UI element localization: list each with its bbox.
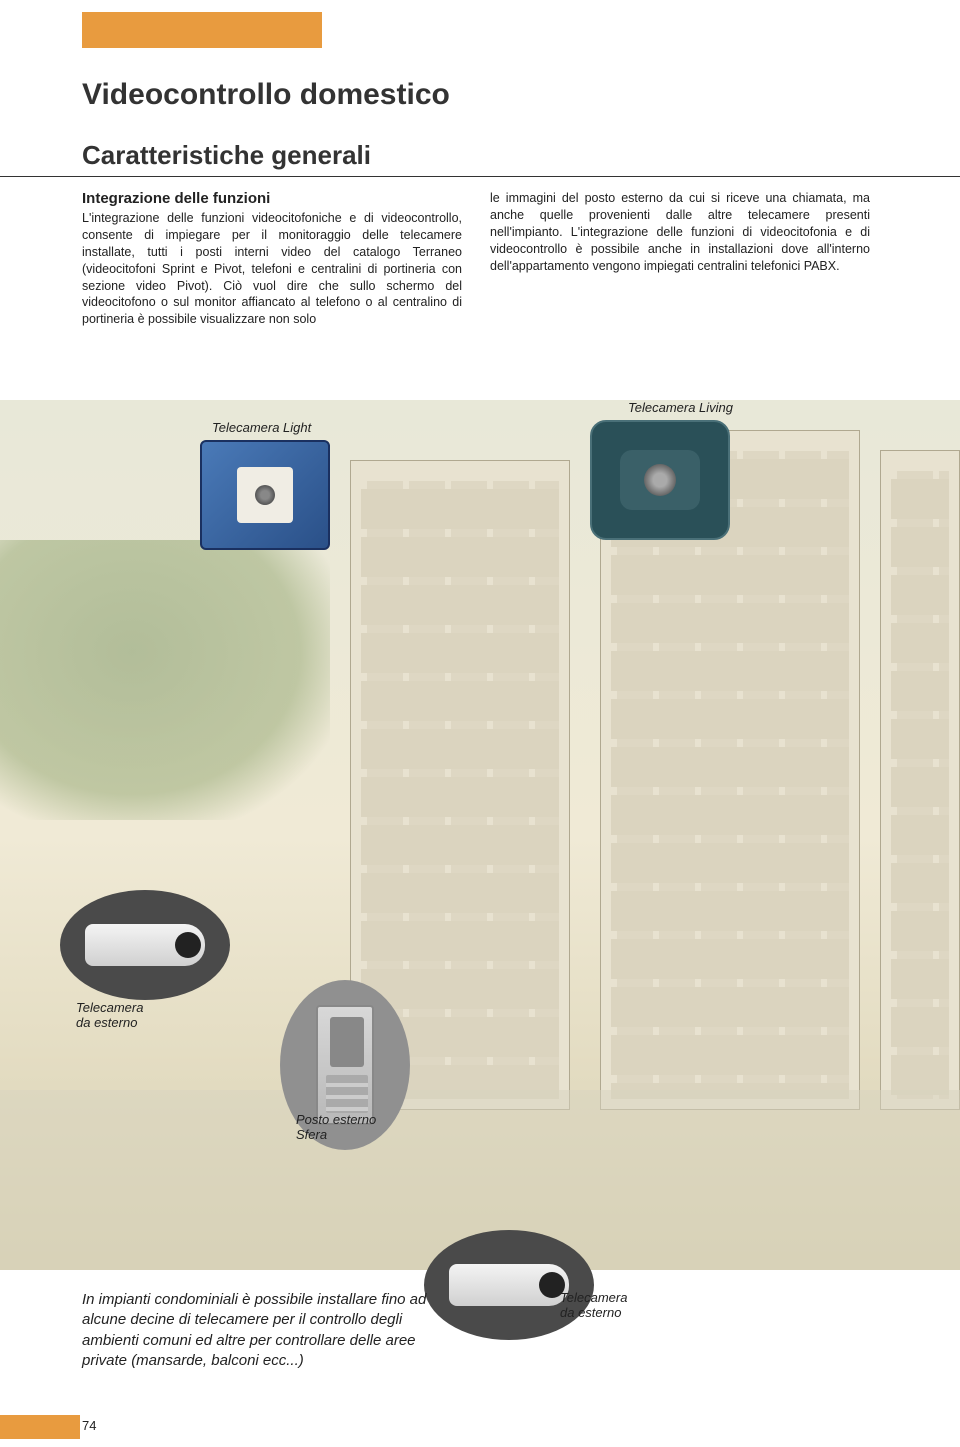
section-heading: Integrazione delle funzioni (82, 190, 270, 207)
page-number: 74 (82, 1418, 96, 1433)
outdoor-camera-icon (449, 1264, 569, 1306)
label-telecamera-esterno-1: Telecamera da esterno (76, 1000, 143, 1030)
page-subtitle: Caratteristiche generali (82, 140, 371, 171)
building-3 (880, 450, 960, 1110)
label-telecamera-esterno-2: Telecamera da esterno (560, 1290, 627, 1320)
footer-blurb: In impianti condominiali è possibile ins… (82, 1290, 442, 1371)
page-title: Videocontrollo domestico (82, 78, 450, 112)
camera-icon (620, 450, 700, 510)
product-telecamera-esterno-2 (424, 1230, 594, 1340)
label-posto-esterno: Posto esterno Sfera (296, 1112, 376, 1142)
page-tab (0, 1415, 80, 1439)
label-telecamera-light: Telecamera Light (212, 420, 311, 435)
main-illustration (0, 400, 960, 1270)
intercom-panel-icon (316, 1005, 374, 1125)
accent-bar (82, 12, 322, 48)
title-divider (0, 176, 960, 177)
product-telecamera-esterno-1 (60, 890, 230, 1000)
camera-icon (237, 467, 293, 523)
product-telecamera-living (590, 420, 730, 540)
body-text-left: L'integrazione delle funzioni videocitof… (82, 210, 462, 328)
trees-illustration (0, 540, 330, 820)
label-telecamera-living: Telecamera Living (628, 400, 733, 415)
product-telecamera-light (200, 440, 330, 550)
body-text-right: le immagini del posto esterno da cui si … (490, 190, 870, 274)
outdoor-camera-icon (85, 924, 205, 966)
